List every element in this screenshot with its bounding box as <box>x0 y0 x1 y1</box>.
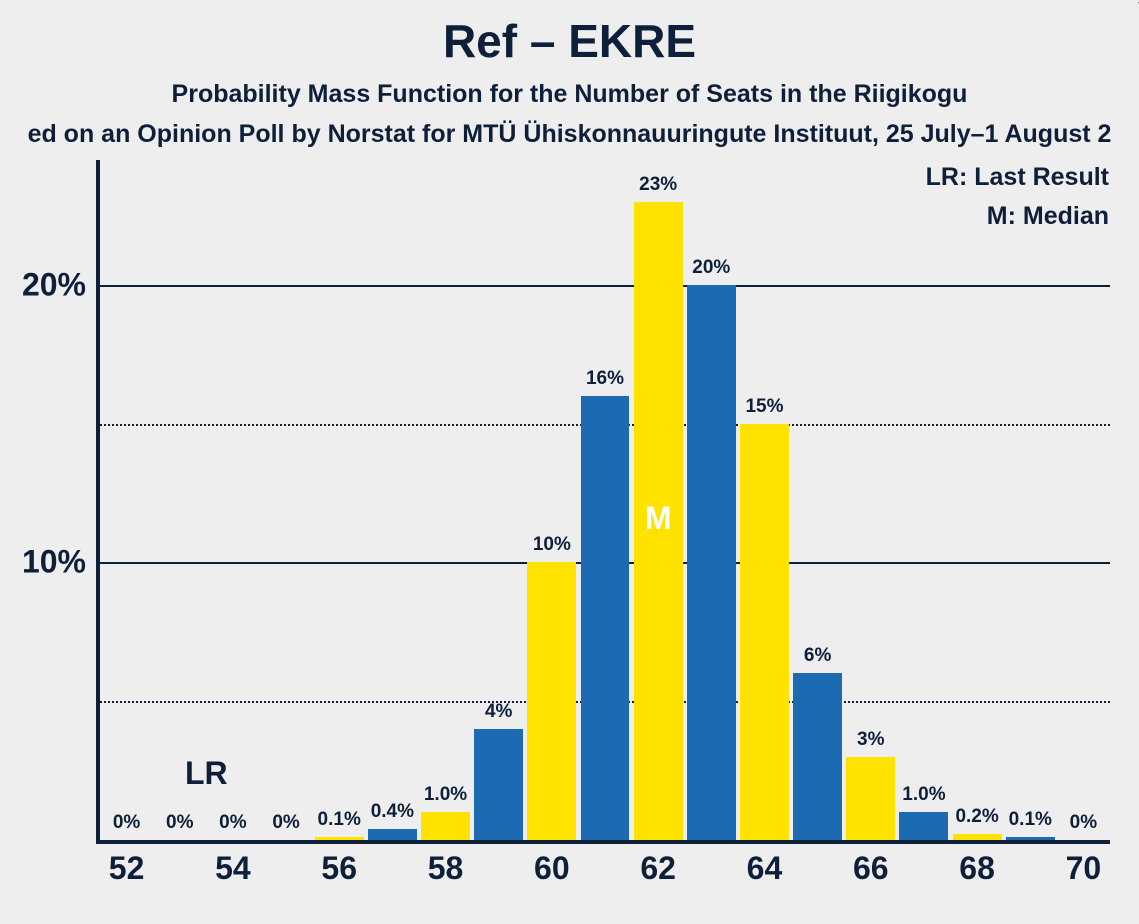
y-axis-label: 10% <box>22 544 86 581</box>
bar <box>527 562 576 840</box>
bar <box>421 812 470 840</box>
bar <box>846 757 895 840</box>
bar-value-label: 3% <box>857 729 884 751</box>
bar <box>474 729 523 840</box>
chart-title: Ref – EKRE <box>0 14 1139 68</box>
bar-value-label: 6% <box>804 645 831 667</box>
bar <box>581 396 630 840</box>
bar-value-label: 10% <box>533 534 571 556</box>
x-axis-label: 52 <box>109 850 145 887</box>
bar-value-label: 0% <box>219 812 246 834</box>
chart-canvas: Ref – EKRE Probability Mass Function for… <box>0 0 1139 924</box>
x-axis-label: 66 <box>853 850 889 887</box>
last-result-marker: LR <box>185 755 228 792</box>
x-axis-label: 56 <box>321 850 357 887</box>
plot-area: 20%10%0%0%0%0%0.1%0.4%1.0%4%10%16%23%M20… <box>100 160 1110 840</box>
bar-value-label: 0% <box>113 812 140 834</box>
bar <box>740 424 789 840</box>
x-axis-label: 68 <box>959 850 995 887</box>
bar-value-label: 0% <box>1070 812 1097 834</box>
x-axis-label: 58 <box>428 850 464 887</box>
x-axis-label: 54 <box>215 850 251 887</box>
x-axis-label: 64 <box>747 850 783 887</box>
bar-value-label: 1.0% <box>424 784 467 806</box>
bar-value-label: 4% <box>485 701 512 723</box>
y-axis <box>96 160 100 844</box>
bar-value-label: 0.2% <box>955 806 998 828</box>
x-axis-label: 62 <box>640 850 676 887</box>
bar-value-label: 0.1% <box>318 809 361 831</box>
bar-value-label: 0.1% <box>1009 809 1052 831</box>
gridline <box>100 285 1110 287</box>
bar <box>899 812 948 840</box>
chart-subtitle-1: Probability Mass Function for the Number… <box>0 80 1139 109</box>
x-axis <box>96 840 1110 844</box>
bar-value-label: 23% <box>639 174 677 196</box>
bar-value-label: 0.4% <box>371 801 414 823</box>
bar <box>793 673 842 840</box>
bar <box>368 829 417 840</box>
x-axis-label: 60 <box>534 850 570 887</box>
chart-subtitle-2: ed on an Opinion Poll by Norstat for MTÜ… <box>0 120 1139 149</box>
bar-value-label: 1.0% <box>902 784 945 806</box>
bar-value-label: 0% <box>272 812 299 834</box>
x-axis-label: 70 <box>1066 850 1102 887</box>
bar-value-label: 16% <box>586 368 624 390</box>
bar-value-label: 15% <box>745 396 783 418</box>
y-axis-label: 20% <box>22 266 86 303</box>
bar-value-label: 0% <box>166 812 193 834</box>
bar <box>687 285 736 840</box>
median-marker: M <box>645 500 672 537</box>
bar-value-label: 20% <box>692 257 730 279</box>
